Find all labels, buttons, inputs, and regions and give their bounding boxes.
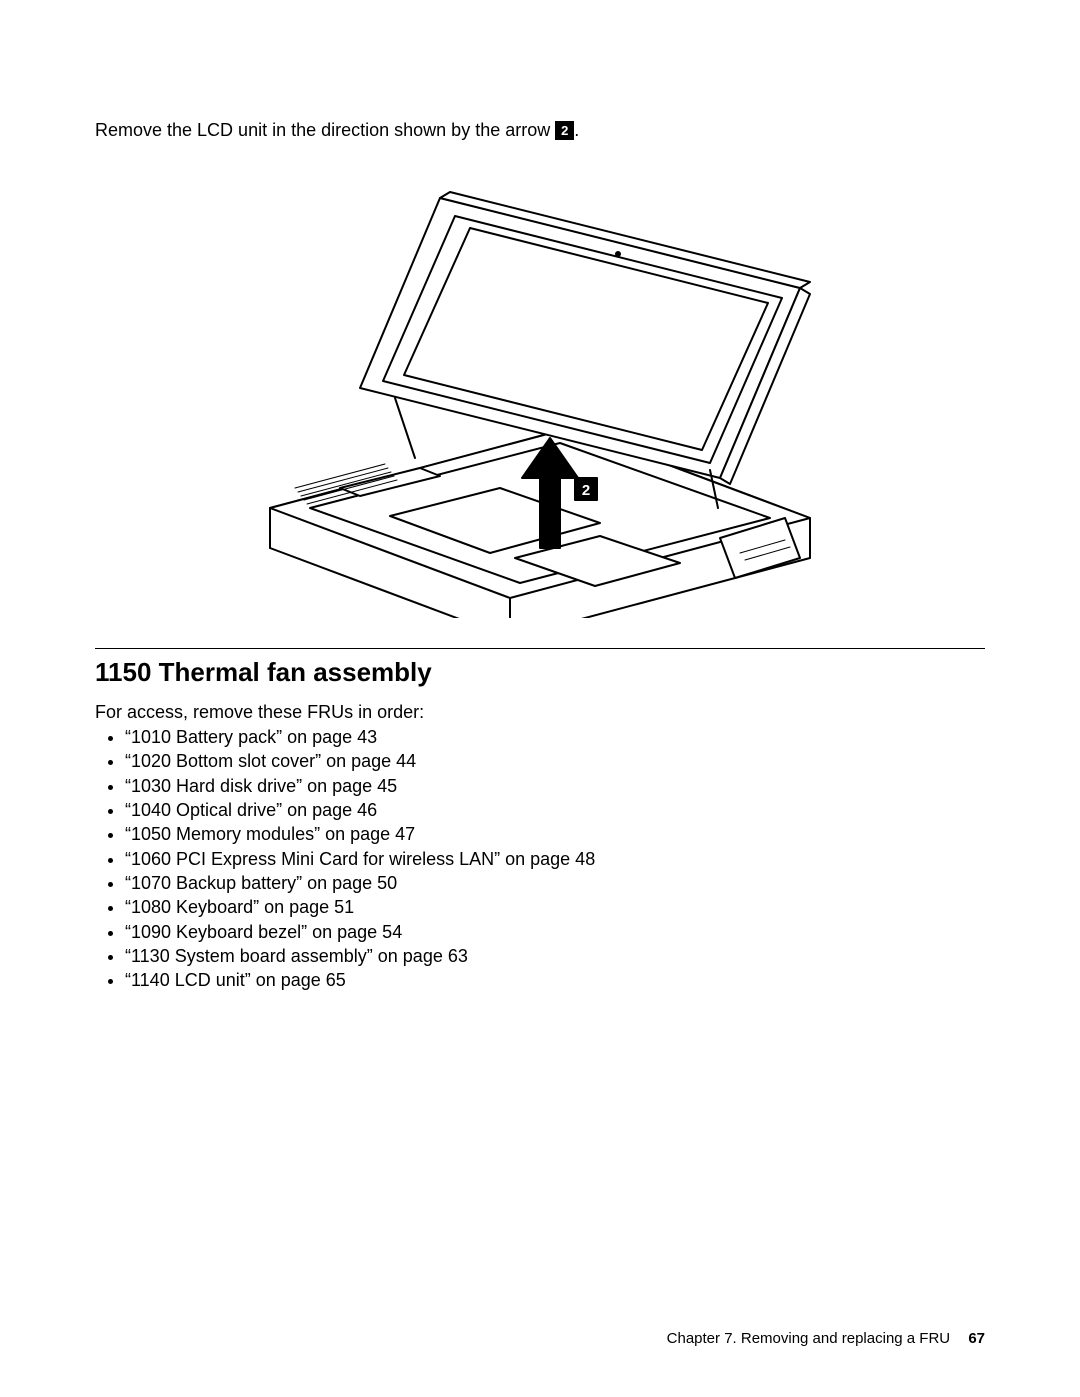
svg-text:2: 2 (582, 482, 590, 499)
list-item: “1070 Backup battery” on page 50 (125, 871, 985, 895)
list-item: “1010 Battery pack” on page 43 (125, 725, 985, 749)
list-item: “1020 Bottom slot cover” on page 44 (125, 749, 985, 773)
list-item: “1140 LCD unit” on page 65 (125, 968, 985, 992)
list-item: “1050 Memory modules” on page 47 (125, 822, 985, 846)
fru-list: “1010 Battery pack” on page 43 “1020 Bot… (95, 725, 985, 992)
list-item: “1090 Keyboard bezel” on page 54 (125, 920, 985, 944)
access-intro: For access, remove these FRUs in order: (95, 702, 985, 723)
list-item: “1130 System board assembly” on page 63 (125, 944, 985, 968)
page: Remove the LCD unit in the direction sho… (0, 0, 1080, 1397)
intro-text-before: Remove the LCD unit in the direction sho… (95, 120, 555, 140)
footer-chapter: Chapter 7. Removing and replacing a FRU (667, 1330, 950, 1347)
list-item: “1080 Keyboard” on page 51 (125, 895, 985, 919)
list-item: “1040 Optical drive” on page 46 (125, 798, 985, 822)
figure-lcd-removal: 2 (95, 158, 985, 618)
list-item: “1060 PCI Express Mini Card for wireless… (125, 847, 985, 871)
list-item: “1030 Hard disk drive” on page 45 (125, 774, 985, 798)
laptop-diagram-icon: 2 (240, 158, 840, 618)
footer-page-number: 67 (968, 1330, 985, 1347)
page-footer: Chapter 7. Removing and replacing a FRU … (667, 1330, 985, 1347)
callout-icon: 2 (555, 121, 574, 140)
intro-paragraph: Remove the LCD unit in the direction sho… (95, 118, 985, 143)
intro-text-after: . (574, 120, 579, 140)
section-divider (95, 648, 985, 649)
section-heading: 1150 Thermal fan assembly (95, 657, 985, 688)
